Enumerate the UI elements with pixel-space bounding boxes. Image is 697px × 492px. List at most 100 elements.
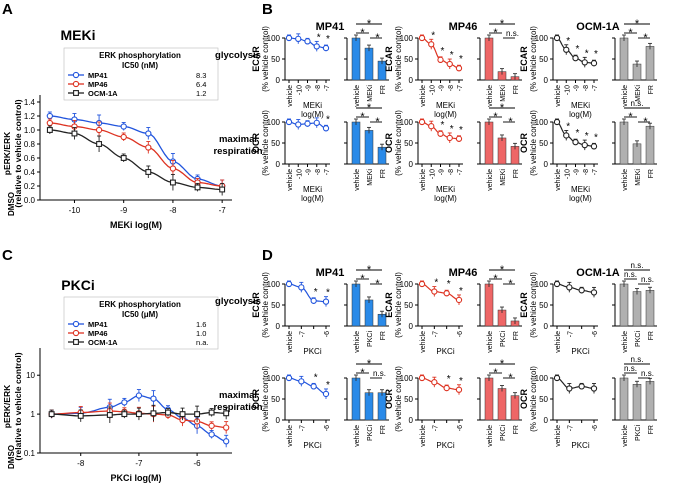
fit-curve (421, 377, 460, 391)
bar (632, 384, 642, 421)
x-tick-label: -7 (299, 331, 306, 337)
significance-star: * (326, 288, 330, 299)
x-axis-label: PKCi (436, 441, 454, 450)
bar-category-label: MEKi (500, 169, 507, 186)
y-axis-label: OCR (251, 389, 261, 410)
data-point (578, 383, 585, 390)
significance-ns: n.s. (631, 355, 644, 364)
y-axis-label: OCR (384, 133, 394, 154)
y-tick-label: 50 (404, 55, 413, 64)
significance-star: * (585, 131, 589, 142)
x-axis-label-sub: log(M) (301, 110, 324, 119)
bar-category-label: MEKi (367, 169, 374, 186)
significance-star: * (508, 116, 513, 128)
legend-marker (73, 90, 79, 96)
x-tick-label: -7 (324, 169, 331, 175)
x-tick-label: -6 (457, 425, 464, 431)
x-tick-label: vehicle (420, 169, 427, 191)
fit-curve (421, 283, 460, 301)
x-axis-label: MEKi (571, 185, 590, 194)
significance-star: * (594, 49, 598, 60)
significance-star: * (447, 374, 451, 385)
significance-star: * (375, 32, 380, 44)
data-point (455, 296, 463, 304)
x-tick-label: -7 (432, 331, 439, 337)
bar-category-label: vehicle (354, 425, 361, 447)
y-tick-label: 50 (539, 301, 548, 310)
y-tick-label: 50 (404, 301, 413, 310)
significance-ns: n.s. (631, 99, 644, 108)
data-point (46, 112, 53, 120)
significance-star: * (314, 372, 318, 383)
column-title: MP41 (316, 21, 345, 33)
y-axis-label: ECAR (519, 292, 529, 318)
y-axis-units: (% vehicle control) (261, 366, 270, 432)
data-point (295, 35, 302, 42)
data-point (455, 65, 463, 72)
bar-category-label: FR (513, 331, 520, 340)
significance-star: * (500, 18, 505, 30)
y-tick-label: 100 (535, 34, 549, 43)
data-point (322, 298, 330, 305)
bar (364, 47, 374, 81)
bar-category-label: PKCi (367, 331, 374, 347)
data-point (208, 422, 215, 429)
significance-star: * (643, 116, 648, 128)
x-tick-label: -6 (194, 459, 202, 468)
data-point (428, 41, 435, 48)
significance-star: * (441, 46, 445, 57)
x-tick-label: -7 (219, 206, 227, 215)
significance-star: * (367, 264, 372, 276)
x-tick-label: -9 (574, 169, 581, 175)
bar-category-label: FR (648, 169, 655, 178)
data-point (313, 43, 320, 50)
chart-title: PKCi (61, 277, 94, 293)
data-point (590, 385, 598, 392)
y-tick-label: 0 (544, 76, 549, 85)
bar (364, 299, 374, 327)
y-axis-label: OCR (519, 133, 529, 154)
significance-star: * (566, 121, 570, 132)
data-point (298, 378, 305, 385)
bar-category-label: vehicle (487, 425, 494, 447)
y-tick-label: 0.4 (24, 168, 36, 177)
data-point (437, 130, 444, 137)
data-point (150, 395, 157, 402)
data-point (120, 133, 127, 141)
significance-star: * (375, 278, 380, 290)
y-axis-label: OCR (384, 389, 394, 410)
x-tick-label: -8 (77, 459, 85, 468)
bar (351, 377, 361, 421)
y-tick-label: 100 (400, 374, 414, 383)
significance-star: * (576, 128, 580, 139)
x-tick-label: -10 (429, 85, 436, 95)
bar (632, 143, 642, 165)
data-point (285, 118, 293, 126)
data-point (46, 127, 53, 133)
significance-star: * (493, 111, 498, 123)
legend-name: MP41 (88, 320, 108, 329)
data-point (590, 60, 598, 67)
data-point (572, 55, 579, 62)
bar-category-label: vehicle (622, 169, 629, 191)
x-axis-label-sub: log(M) (434, 110, 457, 119)
x-tick-label: -7 (324, 85, 331, 91)
bar-category-label: vehicle (622, 85, 629, 107)
y-tick-label: 50 (539, 55, 548, 64)
data-point (96, 141, 103, 147)
x-axis-label: MEKi (436, 101, 455, 110)
data-point (310, 383, 317, 390)
bar-category-label: vehicle (487, 169, 494, 191)
data-point (553, 118, 561, 126)
bar-category-label: PKCi (500, 331, 507, 347)
data-point (437, 56, 444, 63)
y-tick-label: 100 (400, 34, 414, 43)
x-axis-label: PKCi (571, 347, 589, 356)
y-tick-label: 10 (26, 371, 35, 380)
bar (484, 121, 494, 165)
bar (484, 37, 494, 81)
bar-category-label: FR (648, 425, 655, 434)
y-tick-label: 0 (544, 160, 549, 169)
significance-star: * (576, 44, 580, 55)
bar-category-label: FR (380, 85, 387, 94)
